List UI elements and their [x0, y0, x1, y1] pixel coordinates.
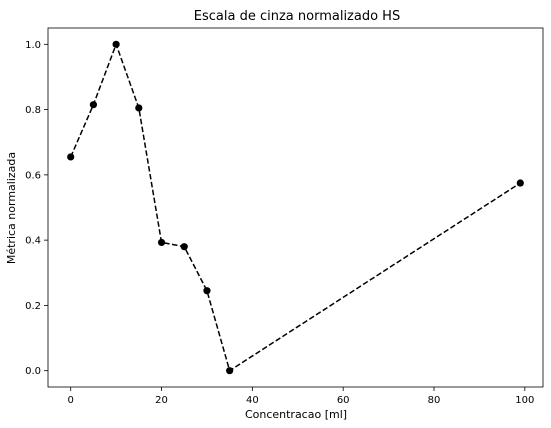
y-axis: 0.0 0.2 0.4 0.6 0.8 1.0 — [25, 40, 48, 377]
data-point — [112, 40, 120, 48]
x-axis-label: Concentracao [ml] — [245, 408, 347, 421]
plot-frame — [47, 27, 544, 388]
data-point — [67, 153, 75, 161]
data-point — [180, 243, 188, 251]
y-tick-label: 1.0 — [25, 40, 41, 51]
plot-area — [47, 27, 544, 388]
y-tick-label: 0.6 — [25, 170, 41, 181]
data-point — [135, 104, 143, 112]
chart-title: Escala de cinza normalizado HS — [194, 9, 400, 24]
y-tick-label: 0.4 — [25, 236, 41, 247]
x-tick-label: 80 — [428, 395, 441, 406]
data-point — [203, 287, 211, 295]
x-tick-label: 20 — [155, 395, 168, 406]
y-tick-label: 0.8 — [25, 105, 41, 116]
x-tick-label: 0 — [68, 395, 74, 406]
data-point — [89, 101, 98, 109]
x-tick-label: 100 — [515, 395, 534, 406]
x-tick-label: 40 — [246, 395, 259, 406]
y-axis-label: Métrica normalizada — [5, 152, 18, 264]
data-point — [226, 367, 234, 375]
x-axis: 0 20 40 60 80 100 — [68, 387, 534, 406]
x-tick-label: 60 — [337, 395, 350, 406]
y-tick-label: 0.0 — [25, 366, 41, 377]
series-layer — [67, 40, 524, 375]
data-point — [157, 238, 166, 247]
data-point — [516, 179, 524, 187]
y-tick-label: 0.2 — [25, 301, 41, 312]
